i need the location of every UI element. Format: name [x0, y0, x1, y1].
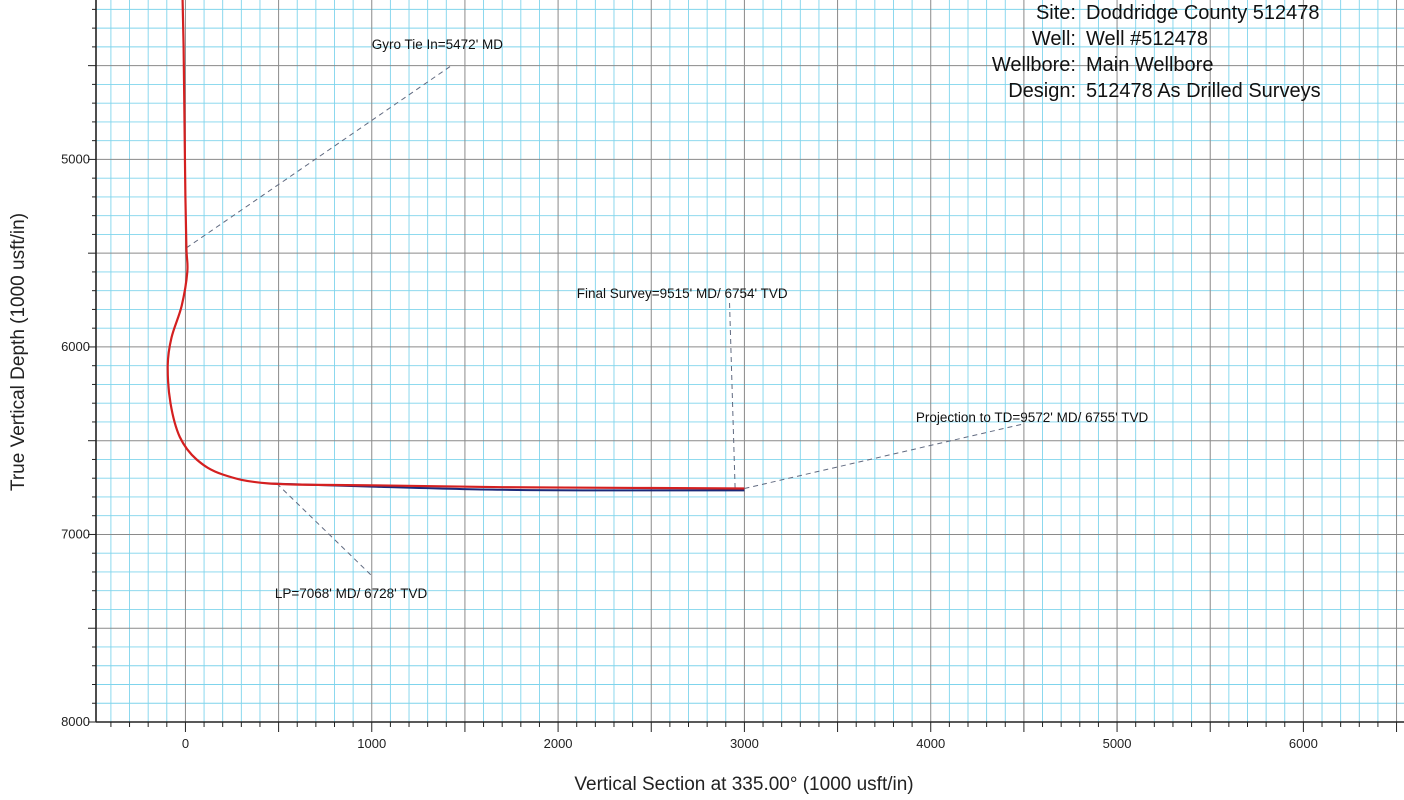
annotation-leader — [186, 66, 451, 249]
info-value: Well #512478 — [1086, 28, 1208, 50]
minor-grid — [96, 0, 1404, 722]
annotation-labels: Gyro Tie In=5472' MD Final Survey=9515' M… — [275, 37, 1149, 601]
x-tick-label: 1000 — [357, 736, 386, 751]
info-key: Wellbore: — [991, 54, 1076, 76]
y-tick-label: 6000 — [61, 339, 90, 354]
info-row-design: Design: 512478 As Drilled Surveys — [960, 78, 1321, 104]
x-tick-label: 5000 — [1103, 736, 1132, 751]
y-tick-label: 8000 — [61, 714, 90, 729]
annotation-label: Gyro Tie In=5472' MD — [372, 37, 504, 52]
major-grid — [96, 0, 1404, 723]
survey-line — [166, 0, 745, 490]
annotation-leaders — [186, 66, 1025, 577]
info-key: Design: — [1008, 80, 1076, 102]
x-tick-label: 0 — [182, 736, 189, 751]
x-tick-label: 2000 — [544, 736, 573, 751]
tick-labels: 0 1000 2000 3000 4000 5000 6000 5000 6000 7000 800… — [61, 151, 1318, 751]
annotation-leader — [276, 483, 373, 577]
info-value: Doddridge County 512478 — [1086, 2, 1320, 24]
annotation-label: Projection to TD=9572' MD/ 6755' TVD — [916, 410, 1149, 425]
x-axis-title: Vertical Section at 335.00° (1000 usft/i… — [574, 774, 913, 795]
x-tick-label: 6000 — [1289, 736, 1318, 751]
annotation-label: Final Survey=9515' MD/ 6754' TVD — [577, 286, 788, 301]
info-key: Well: — [1031, 28, 1076, 50]
y-tick-label: 5000 — [61, 151, 90, 166]
series-lines — [166, 0, 745, 492]
annotation-label: LP=7068' MD/ 6728' TVD — [275, 586, 428, 601]
info-row-site: Site: Doddridge County 512478 — [960, 0, 1321, 26]
axes — [88, 0, 1404, 732]
info-value: Main Wellbore — [1086, 54, 1214, 76]
info-key: Site: — [1035, 2, 1076, 24]
info-value: 512478 As Drilled Surveys — [1086, 80, 1321, 102]
info-row-well: Well: Well #512478 — [960, 26, 1321, 52]
well-info-block: Site: Doddridge County 512478 Well: Well… — [960, 0, 1321, 104]
y-axis-title: True Vertical Depth (1000 usft/in) — [8, 213, 29, 491]
info-row-wellbore: Wellbore: Main Wellbore — [960, 52, 1321, 78]
annotation-leader — [729, 301, 736, 488]
y-tick-label: 7000 — [61, 526, 90, 541]
x-tick-label: 4000 — [916, 736, 945, 751]
annotation-leader — [744, 423, 1025, 490]
x-tick-label: 3000 — [730, 736, 759, 751]
